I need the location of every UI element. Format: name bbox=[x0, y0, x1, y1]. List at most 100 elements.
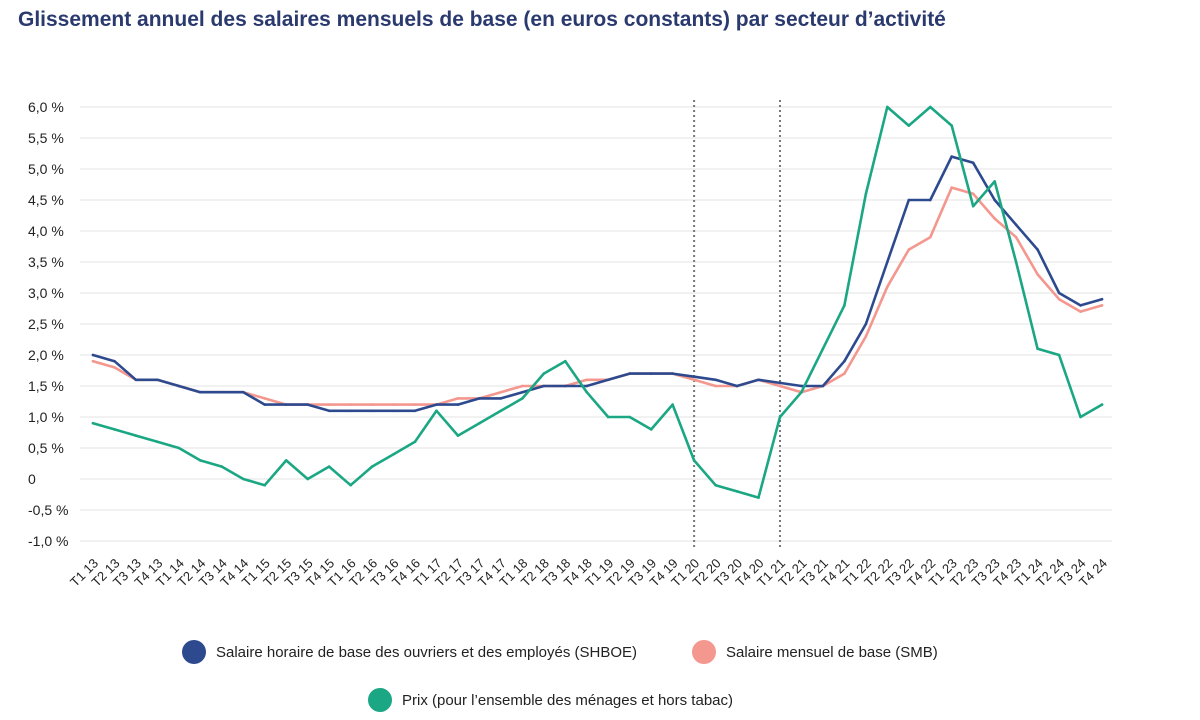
data-point bbox=[971, 192, 975, 196]
data-point bbox=[370, 409, 374, 413]
data-point bbox=[907, 198, 911, 202]
data-point bbox=[864, 335, 868, 338]
data-point bbox=[950, 186, 954, 189]
data-point bbox=[241, 390, 245, 394]
series-line-smb bbox=[91, 186, 1104, 406]
y-tick-label: 6,0 % bbox=[28, 99, 64, 115]
data-point bbox=[263, 397, 267, 400]
data-point bbox=[778, 384, 782, 388]
y-tick-label: 4,0 % bbox=[28, 223, 64, 239]
data-point bbox=[757, 496, 760, 499]
data-point bbox=[521, 384, 524, 388]
data-point bbox=[907, 124, 911, 127]
data-point bbox=[370, 403, 374, 406]
data-point bbox=[928, 235, 932, 239]
y-tick-label: 0 bbox=[28, 471, 36, 487]
data-point bbox=[156, 440, 159, 444]
data-point bbox=[284, 403, 288, 406]
data-point bbox=[886, 285, 889, 289]
data-point bbox=[327, 403, 331, 406]
data-point bbox=[499, 390, 503, 394]
data-point bbox=[349, 483, 352, 487]
data-point bbox=[435, 403, 438, 406]
data-point bbox=[1036, 273, 1039, 276]
data-point bbox=[413, 440, 417, 444]
data-point bbox=[521, 390, 524, 394]
data-point bbox=[950, 124, 954, 127]
data-point bbox=[886, 260, 889, 264]
data-point bbox=[1057, 353, 1061, 357]
data-point bbox=[563, 359, 567, 363]
data-point bbox=[1014, 235, 1018, 239]
data-point bbox=[821, 384, 825, 388]
data-point bbox=[327, 409, 331, 413]
data-point bbox=[864, 192, 868, 196]
data-point bbox=[134, 434, 138, 437]
data-point bbox=[220, 465, 224, 468]
legend-swatch-smb bbox=[692, 640, 716, 664]
y-tick-label: 0,5 % bbox=[28, 440, 64, 456]
data-point bbox=[199, 459, 202, 462]
data-point bbox=[928, 198, 932, 202]
data-point bbox=[263, 483, 267, 487]
legend-label-shboe: Salaire horaire de base des ouvriers et … bbox=[216, 643, 638, 661]
data-point bbox=[91, 353, 95, 357]
data-point bbox=[1057, 291, 1061, 295]
data-point bbox=[113, 428, 116, 431]
series-line-shboe bbox=[91, 155, 1104, 413]
data-point bbox=[478, 397, 481, 400]
data-point bbox=[306, 403, 309, 406]
data-point bbox=[585, 390, 589, 394]
data-point bbox=[327, 465, 331, 468]
legend-item-smb: Salaire mensuel de base (SMB) bbox=[692, 640, 938, 664]
y-tick-label: 2,5 % bbox=[28, 316, 64, 332]
y-tick-label: -1,0 % bbox=[28, 533, 68, 549]
data-point bbox=[349, 403, 352, 406]
data-point bbox=[392, 452, 395, 456]
data-point bbox=[542, 384, 546, 388]
data-point bbox=[1079, 415, 1082, 419]
legend-swatch-prix bbox=[368, 688, 392, 712]
data-point bbox=[499, 397, 503, 400]
data-point bbox=[735, 384, 739, 388]
data-point bbox=[714, 378, 717, 382]
legend-label-smb: Salaire mensuel de base (SMB) bbox=[726, 643, 938, 661]
data-point bbox=[1036, 347, 1039, 351]
data-point bbox=[177, 446, 181, 450]
data-point bbox=[864, 322, 868, 326]
data-point bbox=[1079, 310, 1082, 313]
data-point bbox=[113, 359, 116, 363]
data-point bbox=[413, 409, 417, 413]
data-point bbox=[692, 459, 696, 462]
data-point bbox=[714, 483, 717, 487]
data-point bbox=[521, 397, 524, 400]
data-point bbox=[113, 366, 116, 369]
data-point bbox=[456, 403, 460, 406]
data-point bbox=[585, 378, 589, 382]
data-point bbox=[1036, 248, 1039, 251]
data-point bbox=[392, 403, 395, 406]
data-point bbox=[778, 415, 782, 419]
data-point bbox=[671, 403, 674, 406]
legend-item-prix: Prix (pour l’ensemble des ménages et hor… bbox=[368, 688, 733, 712]
data-point bbox=[843, 304, 846, 307]
data-point bbox=[950, 155, 954, 158]
data-point bbox=[413, 403, 417, 406]
data-point bbox=[606, 415, 610, 419]
y-tick-label: 4,5 % bbox=[28, 192, 64, 208]
data-point bbox=[370, 465, 374, 468]
data-point bbox=[499, 409, 503, 413]
y-tick-label: 1,0 % bbox=[28, 409, 64, 425]
data-point bbox=[993, 198, 996, 202]
data-point bbox=[649, 372, 653, 375]
data-point bbox=[585, 384, 589, 388]
legend-swatch-shboe bbox=[182, 640, 206, 664]
y-tick-label: 1,5 % bbox=[28, 378, 64, 394]
data-point bbox=[606, 378, 610, 382]
data-point bbox=[714, 384, 717, 388]
data-point bbox=[456, 434, 460, 437]
data-point bbox=[757, 378, 760, 382]
y-tick-label: 3,0 % bbox=[28, 285, 64, 301]
data-point bbox=[692, 375, 696, 379]
